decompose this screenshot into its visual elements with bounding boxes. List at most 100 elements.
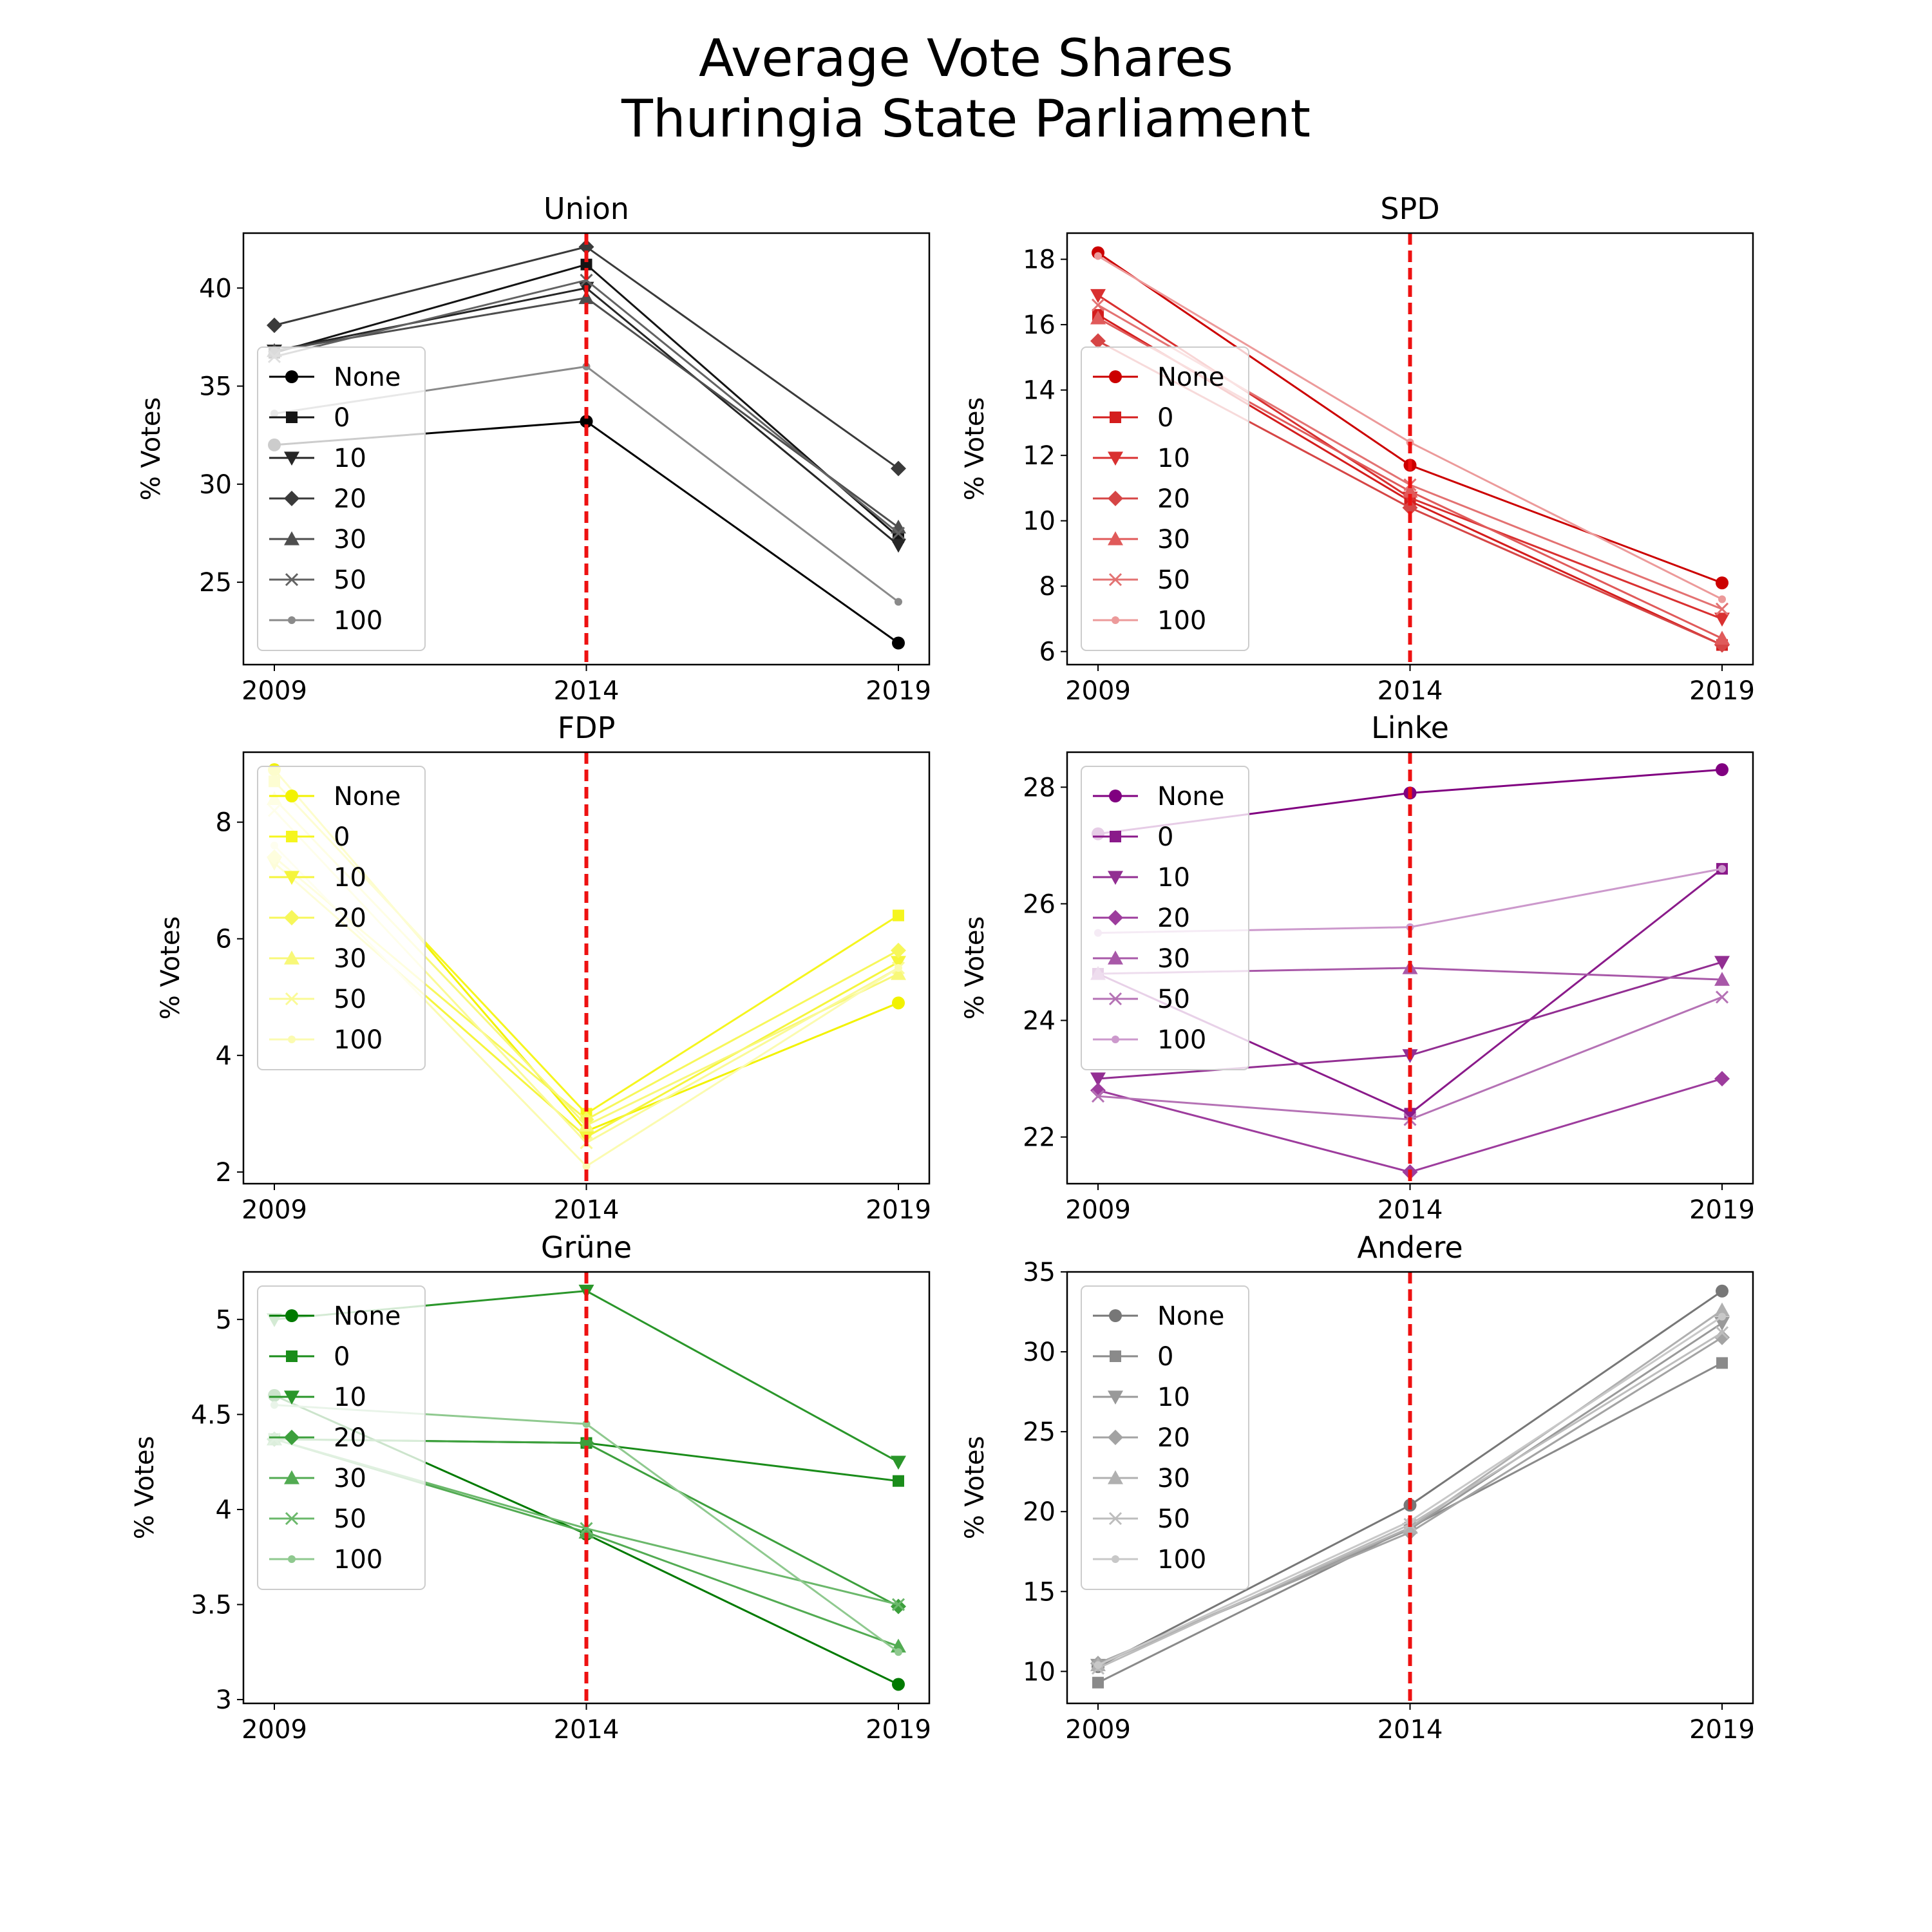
legend-label: 100 <box>334 606 383 636</box>
x-tick-label: 2009 <box>242 676 307 706</box>
legend-item: 20 <box>269 1423 366 1453</box>
legend-box <box>1081 766 1249 1070</box>
data-point <box>892 636 905 650</box>
legend-item: 20 <box>269 484 366 514</box>
legend-item: None <box>1093 782 1224 811</box>
legend-marker <box>285 573 299 587</box>
legend-label: 30 <box>1157 525 1190 554</box>
legend-marker <box>285 1511 299 1526</box>
legend-marker <box>1108 1470 1123 1484</box>
legend: None 0 10 20 30 50 100 <box>257 766 426 1070</box>
x-tick-label: 2014 <box>554 1715 620 1745</box>
series-20 <box>267 239 906 477</box>
y-tick-label: 8 <box>1039 572 1056 601</box>
data-point <box>891 1598 905 1611</box>
legend-label: 30 <box>1157 1464 1190 1493</box>
data-point <box>582 1162 591 1170</box>
legend-marker <box>284 951 299 965</box>
legend-item: 10 <box>269 1383 366 1412</box>
data-point <box>580 274 593 287</box>
y-tick-label: 10 <box>1023 507 1056 536</box>
y-tick-label: 15 <box>1023 1577 1056 1607</box>
data-point <box>580 415 593 428</box>
legend-label: 100 <box>334 1025 383 1055</box>
legend-item: 30 <box>269 525 366 554</box>
legend-marker <box>284 491 299 506</box>
legend-marker <box>288 1036 296 1043</box>
data-point <box>891 1598 906 1615</box>
legend-item: 0 <box>1093 403 1173 433</box>
legend-item: 0 <box>1093 1342 1173 1372</box>
legend-label: 20 <box>1157 484 1190 514</box>
y-tick-label: 16 <box>1023 310 1056 340</box>
legend-label: 0 <box>334 1342 350 1372</box>
y-axis-label: % Votes <box>137 397 166 501</box>
legend-label: 50 <box>1157 565 1190 595</box>
legend-item: 100 <box>269 1025 383 1055</box>
legend-label: 10 <box>334 444 366 473</box>
data-point <box>895 964 902 972</box>
legend-marker <box>284 871 299 885</box>
data-point <box>892 1678 905 1691</box>
legend-label: 50 <box>1157 985 1190 1014</box>
subplot-title: SPD <box>1380 191 1439 226</box>
legend-box <box>257 766 426 1070</box>
legend-marker <box>1110 412 1121 423</box>
legend-label: 100 <box>1157 1545 1206 1575</box>
legend-label: 100 <box>1157 606 1206 636</box>
legend-marker <box>284 1390 299 1405</box>
subplot-andere: Andere % Votes 2009 2014 2019 10 15 20 25 30 35 Non… <box>960 1230 1755 1745</box>
legend-item: 0 <box>269 1342 350 1372</box>
legend-item: 100 <box>1093 1545 1206 1575</box>
legend-item: 10 <box>1093 444 1190 473</box>
y-tick-label: 25 <box>199 568 232 598</box>
legend-marker <box>1108 1390 1123 1405</box>
figure-title-line1: Average Vote Shares <box>699 28 1233 88</box>
x-tick-label: 2009 <box>1065 1715 1131 1745</box>
x-tick-label: 2019 <box>1689 676 1755 706</box>
y-tick-label: 2 <box>216 1158 232 1188</box>
legend-marker <box>1108 573 1122 587</box>
y-tick-label: 10 <box>1023 1657 1056 1687</box>
data-point <box>1714 630 1730 645</box>
data-point <box>1091 1090 1105 1103</box>
legend: None 0 10 20 30 50 100 <box>257 1285 426 1590</box>
y-tick-label: 30 <box>1023 1338 1056 1367</box>
data-point <box>1715 602 1729 616</box>
y-tick-label: 35 <box>199 372 232 402</box>
y-tick-label: 3 <box>216 1685 232 1715</box>
data-point <box>578 1524 594 1539</box>
legend-label: 20 <box>334 484 366 514</box>
y-axis-label: % Votes <box>130 1436 160 1540</box>
legend-marker <box>284 531 299 545</box>
y-tick-label: 6 <box>1039 638 1056 667</box>
subplot-linke: Linke % Votes 2009 2014 2019 22 24 26 28 None 0 10 2… <box>960 710 1755 1225</box>
legend-marker <box>1112 1036 1119 1043</box>
legend-item: 20 <box>1093 484 1190 514</box>
axes-frame <box>1066 1271 1754 1705</box>
legend-marker <box>286 831 298 842</box>
legend-label: 30 <box>334 944 366 974</box>
legend-item: 0 <box>1093 822 1173 852</box>
data-point <box>1715 1326 1729 1340</box>
legend-label: None <box>1157 782 1224 811</box>
x-tick-label: 2009 <box>1065 676 1131 706</box>
legend: None 0 10 20 30 50 100 <box>257 346 426 651</box>
legend-item: 30 <box>1093 525 1190 554</box>
legend-item: 30 <box>269 1464 366 1493</box>
legend-item: 20 <box>269 904 366 933</box>
legend-marker <box>285 370 298 383</box>
legend-marker <box>284 910 299 925</box>
legend-label: 20 <box>334 904 366 933</box>
data-point <box>1714 1329 1730 1345</box>
legend-marker <box>1109 370 1122 383</box>
legend-label: 10 <box>1157 863 1190 893</box>
data-point <box>895 598 902 606</box>
x-tick-label: 2009 <box>1065 1195 1131 1225</box>
legend-box <box>257 1285 426 1590</box>
data-point <box>891 966 906 980</box>
data-point <box>1090 289 1106 303</box>
legend: None 0 10 20 30 50 100 <box>1081 1285 1249 1590</box>
legend-marker <box>1108 451 1123 466</box>
y-tick-label: 8 <box>216 808 232 838</box>
